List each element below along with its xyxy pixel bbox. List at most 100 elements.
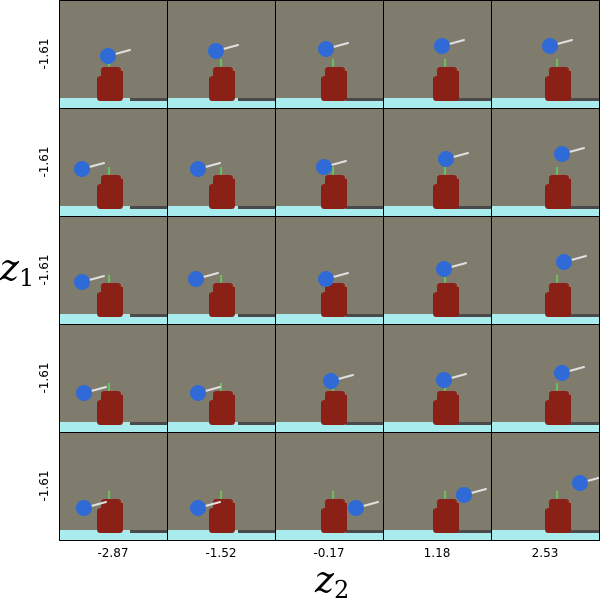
ball <box>554 365 570 381</box>
column-label: -1.52 <box>205 546 237 560</box>
table-shadow <box>238 206 275 209</box>
table-surface <box>384 318 491 324</box>
table-shadow <box>130 314 167 317</box>
ball <box>76 500 92 516</box>
robot-scene <box>276 217 383 324</box>
robot-scene <box>492 217 599 324</box>
robot-joint <box>453 179 459 187</box>
table-edge <box>492 314 599 318</box>
ball <box>434 38 450 54</box>
robot-scene <box>60 1 167 108</box>
robot-base <box>433 184 459 209</box>
robot-base <box>321 292 347 317</box>
robot-joint <box>565 71 571 79</box>
scene-cell <box>491 0 600 109</box>
robot-base <box>97 400 123 425</box>
robot-joint <box>117 395 123 403</box>
table-shadow <box>238 314 275 317</box>
scene-cell <box>59 216 168 325</box>
table-surface <box>276 426 383 432</box>
robot-scene <box>276 1 383 108</box>
robot-joint <box>453 395 459 403</box>
robot-arm <box>101 67 121 81</box>
robot-arm <box>437 175 457 189</box>
robot-arm <box>101 283 121 297</box>
scene-cell <box>275 432 384 541</box>
table-shadow <box>562 422 599 425</box>
scene-cell <box>275 108 384 217</box>
robot-arm <box>325 499 345 513</box>
robot-scene <box>168 1 275 108</box>
robot-joint <box>117 71 123 79</box>
robot-arm <box>101 391 121 405</box>
table-surface <box>276 102 383 108</box>
robot-scene <box>492 109 599 216</box>
ball <box>348 500 364 516</box>
table-surface <box>384 426 491 432</box>
table-shadow <box>346 206 383 209</box>
robot-base <box>209 508 235 533</box>
table-surface <box>60 210 167 216</box>
robot-scene <box>492 433 599 540</box>
table-shadow <box>130 98 167 101</box>
table-shadow <box>346 422 383 425</box>
robot-base <box>433 292 459 317</box>
ball <box>208 43 224 59</box>
scene-cell <box>59 432 168 541</box>
robot-scene <box>384 325 491 432</box>
scene-cell <box>59 324 168 433</box>
scene-cell <box>491 324 600 433</box>
table-shadow <box>130 206 167 209</box>
robot-base <box>97 292 123 317</box>
table-surface <box>492 426 599 432</box>
robot-joint <box>229 71 235 79</box>
robot-arm <box>549 175 569 189</box>
robot-base <box>545 292 571 317</box>
table-surface <box>168 210 275 216</box>
scene-cell <box>59 108 168 217</box>
robot-joint <box>117 179 123 187</box>
robot-arm <box>437 499 457 513</box>
ball <box>554 146 570 162</box>
robot-scene <box>384 109 491 216</box>
table-surface <box>60 534 167 540</box>
ball <box>74 161 90 177</box>
robot-joint <box>453 71 459 79</box>
robot-base <box>545 508 571 533</box>
table-surface <box>384 534 491 540</box>
table-surface <box>60 102 167 108</box>
table-shadow <box>238 98 275 101</box>
robot-base <box>97 508 123 533</box>
robot-base <box>209 400 235 425</box>
row-label: -1.61 <box>35 456 53 516</box>
scene-cell <box>167 108 276 217</box>
robot-scene <box>60 109 167 216</box>
row-label: -1.61 <box>35 348 53 408</box>
table-surface <box>276 318 383 324</box>
robot-joint <box>341 503 347 511</box>
scene-cell <box>167 0 276 109</box>
robot-joint <box>117 287 123 295</box>
table-shadow <box>346 530 383 533</box>
robot-scene <box>168 217 275 324</box>
ball <box>456 487 472 503</box>
table-edge <box>492 530 599 534</box>
scene-cell <box>491 108 600 217</box>
robot-scene <box>384 1 491 108</box>
table-shadow <box>562 98 599 101</box>
ball <box>542 38 558 54</box>
row-label-text: -1.61 <box>37 362 51 394</box>
robot-base <box>321 184 347 209</box>
robot-scene <box>276 325 383 432</box>
robot-scene <box>60 325 167 432</box>
table-shadow <box>238 422 275 425</box>
scene-cell <box>383 0 492 109</box>
table-shadow <box>454 422 491 425</box>
scene-cell <box>167 432 276 541</box>
table-surface <box>384 210 491 216</box>
robot-arm <box>213 67 233 81</box>
column-label: 2.53 <box>531 546 559 560</box>
ball <box>318 41 334 57</box>
robot-arm <box>101 175 121 189</box>
